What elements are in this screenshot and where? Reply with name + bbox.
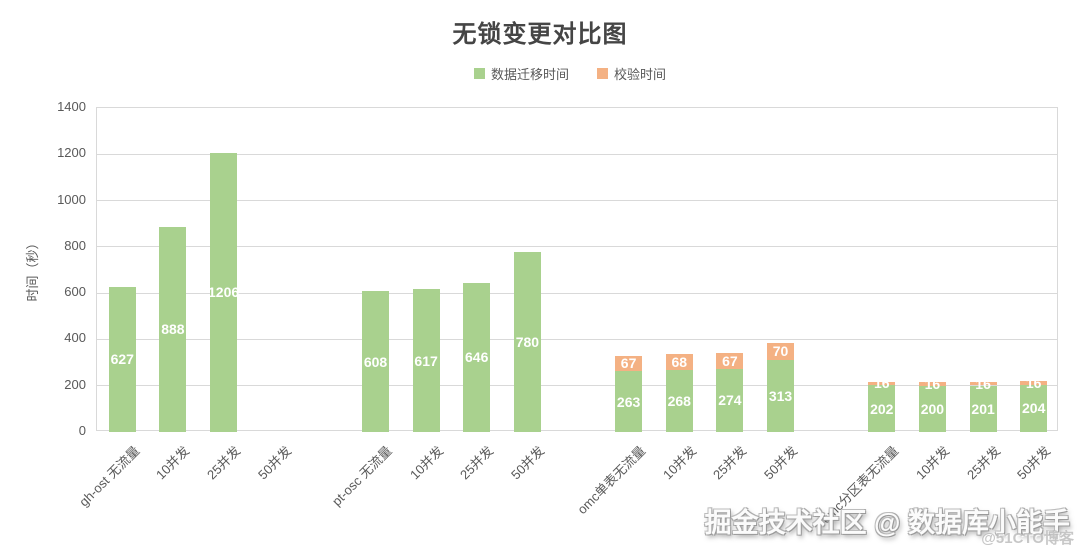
watermark-sub: @51CTO博客 <box>981 530 1074 547</box>
bar-label-migration: 888 <box>161 321 185 338</box>
bar-segment-migration: 780 <box>513 251 541 432</box>
bar-segment-verify: 67 <box>716 352 744 369</box>
bar-segment-verify: 16 <box>918 377 946 391</box>
y-tick-label-600: 600 <box>64 284 86 300</box>
bar-segment-migration: 274 <box>716 368 744 432</box>
gridline-1000 <box>97 200 1057 202</box>
x-tick-label: 50并发 <box>761 443 801 483</box>
bar-segment-verify: 67 <box>615 355 643 372</box>
gridline-1200 <box>97 153 1057 155</box>
x-tick-label: 10并发 <box>912 443 953 483</box>
bar-segment-migration: 204 <box>1020 384 1048 432</box>
verify-legend-swatch-icon <box>597 68 608 79</box>
bar-label-migration: 202 <box>870 400 894 417</box>
bar-segment-verify: 16 <box>1020 376 1048 390</box>
bar-segment-migration: 313 <box>767 359 794 432</box>
gridline-800 <box>97 246 1057 248</box>
bar-segment-migration: 201 <box>969 385 997 432</box>
bar-segment-verify: 70 <box>767 343 794 360</box>
bar-label-migration: 200 <box>920 400 945 417</box>
bar-segment-migration: 200 <box>918 385 946 432</box>
gridline-200 <box>97 385 1057 387</box>
gridline-600 <box>97 292 1057 294</box>
legend-item-migration: 数据迁移时间 <box>473 64 569 83</box>
x-tick-label: 25并发 <box>204 443 244 483</box>
bar-label-migration: 627 <box>110 351 134 368</box>
plot-area: 627 888 1206 608 617 646 780 263 67 268 68 274 67 313… <box>96 107 1058 432</box>
bar-segment-migration: 627 <box>108 286 136 432</box>
y-tick-label-1400: 1400 <box>57 99 86 114</box>
x-tick-label: 50并发 <box>1014 443 1054 483</box>
y-tick-label-0: 0 <box>78 423 86 438</box>
legend-label-migration: 数据迁移时间 <box>490 67 569 82</box>
bar-label-migration: 617 <box>414 352 438 369</box>
x-tick-label: 25并发 <box>710 443 750 483</box>
bar-label-migration: 268 <box>667 393 691 409</box>
x-tick-label: gh-ost 无流量 <box>75 443 143 510</box>
bar-segment-migration: 202 <box>868 385 896 432</box>
bar-segment-migration: 263 <box>615 371 643 432</box>
y-tick-label-1200: 1200 <box>57 145 86 161</box>
gridline-400 <box>97 338 1057 340</box>
y-tick-label-800: 800 <box>64 237 86 253</box>
bar-label-verify: 68 <box>671 354 688 371</box>
y-tick-label-1000: 1000 <box>57 191 86 207</box>
migration-legend-swatch-icon <box>473 68 485 79</box>
bar-label-verify: 67 <box>722 352 738 369</box>
x-tick-label: 50并发 <box>254 443 294 483</box>
bar-segment-migration: 268 <box>665 370 693 432</box>
bar-label-migration: 274 <box>718 392 742 409</box>
x-tick-label: 25并发 <box>963 443 1003 483</box>
x-tick-label: pt-osc 无流量 <box>329 443 396 509</box>
bar-segment-migration: 608 <box>362 291 389 432</box>
bar-segment-verify: 16 <box>969 377 997 391</box>
x-tick-label: 10并发 <box>659 443 699 483</box>
bar-label-migration: 1206 <box>208 284 240 301</box>
bar-segment-verify: 68 <box>665 354 693 371</box>
legend-label-verify: 校验时间 <box>614 67 667 82</box>
bar-segment-verify: 16 <box>868 376 896 390</box>
bar-label-verify: 16 <box>1025 374 1042 391</box>
bar-segment-migration: 617 <box>412 289 440 432</box>
y-tick-label-400: 400 <box>64 330 86 346</box>
legend: 数据迁移时间 校验时间 <box>0 64 1080 83</box>
x-tick-label: omc单表无流量 <box>574 443 649 518</box>
bar-segment-migration: 1206 <box>208 152 240 432</box>
bar-label-migration: 204 <box>1022 400 1046 417</box>
x-tick-label: 25并发 <box>457 443 497 483</box>
bar-label-migration: 780 <box>515 333 540 350</box>
bar-label-verify: 16 <box>874 375 890 392</box>
bar-label-verify: 70 <box>772 343 789 360</box>
x-tick-label: 50并发 <box>507 443 548 483</box>
chart-title: 无锁变更对比图 <box>452 21 628 48</box>
bar-label-migration: 646 <box>465 349 489 366</box>
bar-label-verify: 16 <box>975 375 991 392</box>
x-tick-label: 10并发 <box>406 443 446 483</box>
bar-label-migration: 313 <box>768 387 793 404</box>
bar-label-verify: 16 <box>924 375 941 392</box>
bar-label-migration: 201 <box>971 400 995 417</box>
y-tick-label-200: 200 <box>64 376 86 392</box>
bar-label-migration: 263 <box>616 393 641 410</box>
x-tick-label: 10并发 <box>153 443 193 483</box>
bar-segment-migration: 888 <box>159 226 187 432</box>
bar-segment-migration: 646 <box>463 282 491 432</box>
bar-label-migration: 608 <box>363 353 388 370</box>
bar-label-verify: 67 <box>620 355 637 372</box>
legend-item-verify: 校验时间 <box>597 64 666 83</box>
watermark-main: 掘金技术社区 @ 数据库小能手 <box>704 508 1070 538</box>
